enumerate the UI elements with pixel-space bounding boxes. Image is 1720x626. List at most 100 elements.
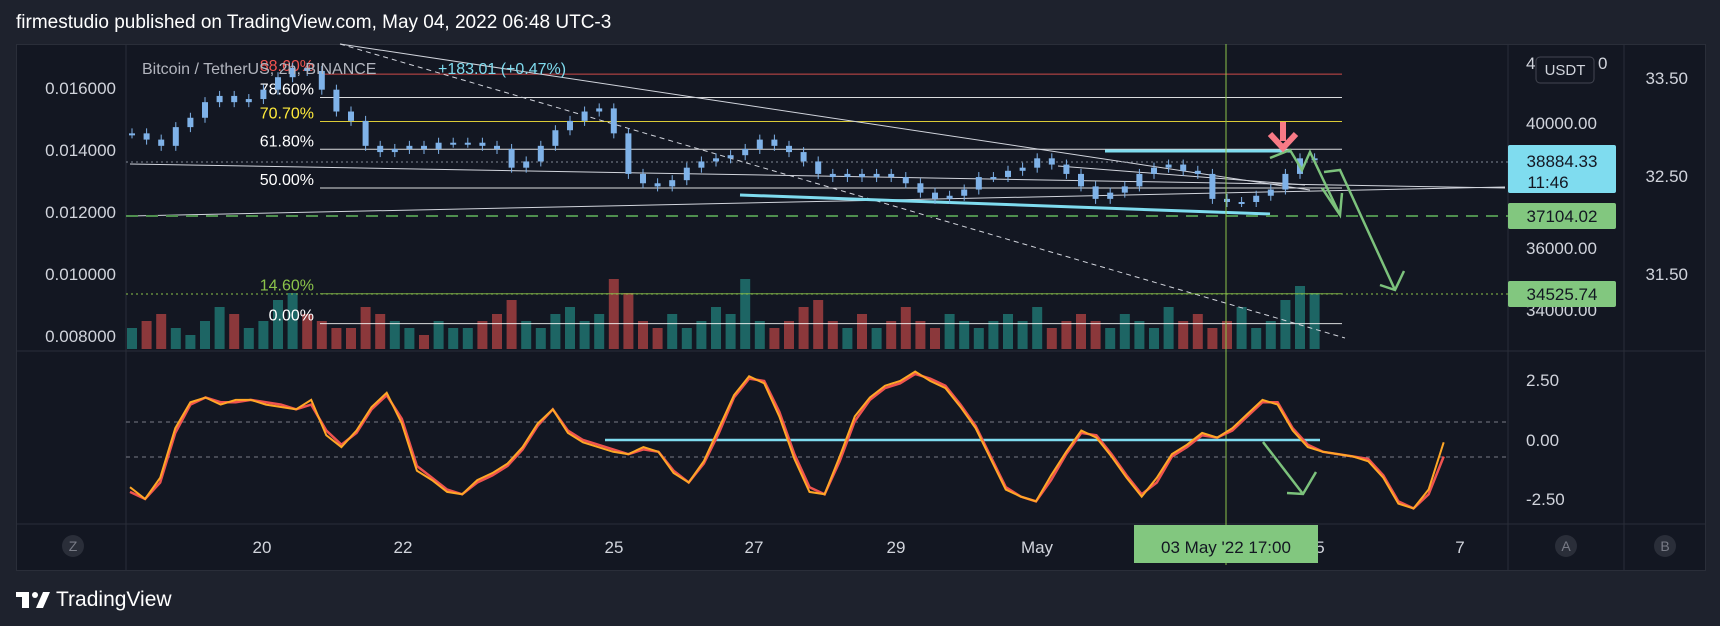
candle-body xyxy=(1253,195,1260,202)
volume-bar xyxy=(1295,286,1305,349)
price-axis-tick: 36000.00 xyxy=(1526,239,1597,258)
candle-body xyxy=(1107,192,1114,199)
candle-body xyxy=(990,177,997,180)
volume-bar xyxy=(521,321,532,349)
time-axis-tick: 29 xyxy=(887,538,906,557)
candle-body xyxy=(202,102,208,118)
candle-body xyxy=(1048,158,1055,165)
volume-bar xyxy=(419,335,429,349)
fib-level-label: 50.00% xyxy=(260,172,314,189)
volume-bar xyxy=(360,307,371,349)
candle-body xyxy=(231,95,238,103)
volume-bar xyxy=(827,321,838,349)
volume-bar xyxy=(725,314,736,349)
candle-body xyxy=(1019,167,1026,171)
candle-body xyxy=(756,139,763,149)
volume-bar xyxy=(214,307,225,349)
volume-bar xyxy=(696,321,707,349)
volume-bar xyxy=(448,328,459,349)
candle-body xyxy=(596,108,603,112)
fib-level-label: 70.70% xyxy=(260,106,314,123)
volume-bar xyxy=(973,328,984,349)
volume-bar xyxy=(200,321,210,349)
candle-body xyxy=(961,189,968,196)
publisher-line: firmestudio published on TradingView.com… xyxy=(16,12,612,33)
candle-body xyxy=(289,67,296,78)
left-axis-tick: 0.008000 xyxy=(45,327,116,346)
volume-bar xyxy=(798,307,809,349)
candle-body xyxy=(815,161,822,174)
volume-bar xyxy=(141,321,152,349)
trendline-lower xyxy=(129,163,1506,189)
z-button[interactable] xyxy=(62,535,84,557)
volume-bar xyxy=(1119,314,1130,349)
secondary-axis-tick: 32.50 xyxy=(1645,167,1688,186)
candle-body xyxy=(975,177,982,190)
volume-bar xyxy=(711,307,721,349)
candle-body xyxy=(406,145,413,149)
volume-bar xyxy=(1163,307,1174,349)
candle-body xyxy=(1078,173,1084,187)
candle-body xyxy=(333,89,340,112)
candle-body xyxy=(888,173,895,178)
price-axis-tick: 0 xyxy=(1598,54,1607,73)
b-button[interactable] xyxy=(1654,535,1676,557)
volume-bar xyxy=(1222,321,1232,349)
volume-bar xyxy=(1134,321,1145,349)
volume-bar xyxy=(871,328,882,349)
time-axis-tick: 27 xyxy=(745,538,764,557)
volume-bar xyxy=(930,328,940,349)
b-button-label: B xyxy=(1660,538,1669,554)
candle-body xyxy=(1136,173,1143,187)
candle-body xyxy=(859,173,865,178)
candle-body xyxy=(581,111,588,121)
candle-body xyxy=(800,152,807,162)
volume-bar xyxy=(623,293,634,349)
candle-body xyxy=(829,173,836,178)
currency-badge[interactable] xyxy=(1535,56,1595,84)
volume-bar xyxy=(316,321,327,349)
tradingview-logo[interactable]: TradingView xyxy=(16,588,172,612)
osc-arrow-path xyxy=(1262,441,1304,495)
candle-body xyxy=(698,161,705,168)
a-button[interactable] xyxy=(1555,535,1577,557)
left-axis-tick: 0.016000 xyxy=(45,79,116,98)
volume-bar xyxy=(652,328,663,349)
chart-frame xyxy=(16,44,1706,571)
volume-bar xyxy=(273,300,283,349)
volume-bar xyxy=(1017,321,1028,349)
volume-bar xyxy=(1236,307,1247,349)
green-arrow-head-2 xyxy=(1379,270,1406,292)
secondary-axis-tick: 31.50 xyxy=(1645,265,1688,284)
fib-level-label: 0.00% xyxy=(269,308,314,325)
volume-bar xyxy=(462,328,473,349)
volume-bar xyxy=(959,321,970,349)
candle-body xyxy=(1005,170,1011,178)
crosshair-time-label: 03 May '22 17:00 xyxy=(1161,538,1291,557)
candle-body xyxy=(245,99,252,103)
volume-bar xyxy=(331,328,342,349)
time-axis-tick: 7 xyxy=(1455,538,1464,557)
volume-bar xyxy=(1280,300,1291,349)
volume-bar xyxy=(1207,328,1218,349)
candle-body xyxy=(946,195,953,199)
trendline-upper xyxy=(339,43,1311,191)
volume-bar xyxy=(1003,314,1013,349)
volume-bar xyxy=(594,314,605,349)
volume-bar xyxy=(127,328,137,349)
volume-bar xyxy=(565,307,575,349)
volume-bar xyxy=(302,314,313,349)
volume-bar xyxy=(506,300,517,349)
candle-body xyxy=(494,145,500,149)
candle-body xyxy=(318,70,325,90)
fib-level-label: 88.60% xyxy=(260,58,314,75)
volume-bar xyxy=(681,328,692,349)
volume-bar xyxy=(988,321,999,349)
osc-axis-tick: 0.00 xyxy=(1526,431,1559,450)
price-label-box xyxy=(1508,203,1616,229)
volume-bar xyxy=(492,314,502,349)
volume-bar xyxy=(1090,321,1101,349)
candle-body xyxy=(640,173,646,184)
candle-body xyxy=(172,127,179,146)
